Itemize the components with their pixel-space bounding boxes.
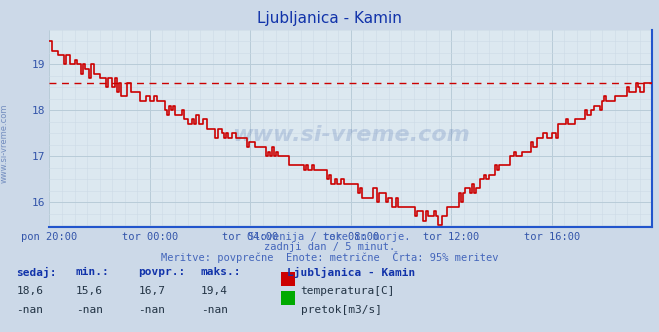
Text: pretok[m3/s]: pretok[m3/s] [301,305,382,315]
Text: 18,6: 18,6 [16,286,43,295]
Text: Ljubljanica - Kamin: Ljubljanica - Kamin [257,11,402,26]
Text: www.si-vreme.com: www.si-vreme.com [0,103,9,183]
Text: Slovenija / reke in morje.: Slovenija / reke in morje. [248,232,411,242]
Text: www.si-vreme.com: www.si-vreme.com [232,124,470,144]
Text: -nan: -nan [138,305,165,315]
Text: maks.:: maks.: [201,267,241,277]
Text: temperatura[C]: temperatura[C] [301,286,395,295]
Text: -nan: -nan [201,305,228,315]
Text: Ljubljanica - Kamin: Ljubljanica - Kamin [287,267,415,278]
Text: zadnji dan / 5 minut.: zadnji dan / 5 minut. [264,242,395,252]
Text: -nan: -nan [16,305,43,315]
Text: sedaj:: sedaj: [16,267,57,278]
Text: 16,7: 16,7 [138,286,165,295]
Text: Meritve: povprečne  Enote: metrične  Črta: 95% meritev: Meritve: povprečne Enote: metrične Črta:… [161,251,498,263]
Text: -nan: -nan [76,305,103,315]
Text: min.:: min.: [76,267,109,277]
Text: 19,4: 19,4 [201,286,228,295]
Text: 15,6: 15,6 [76,286,103,295]
Text: povpr.:: povpr.: [138,267,186,277]
